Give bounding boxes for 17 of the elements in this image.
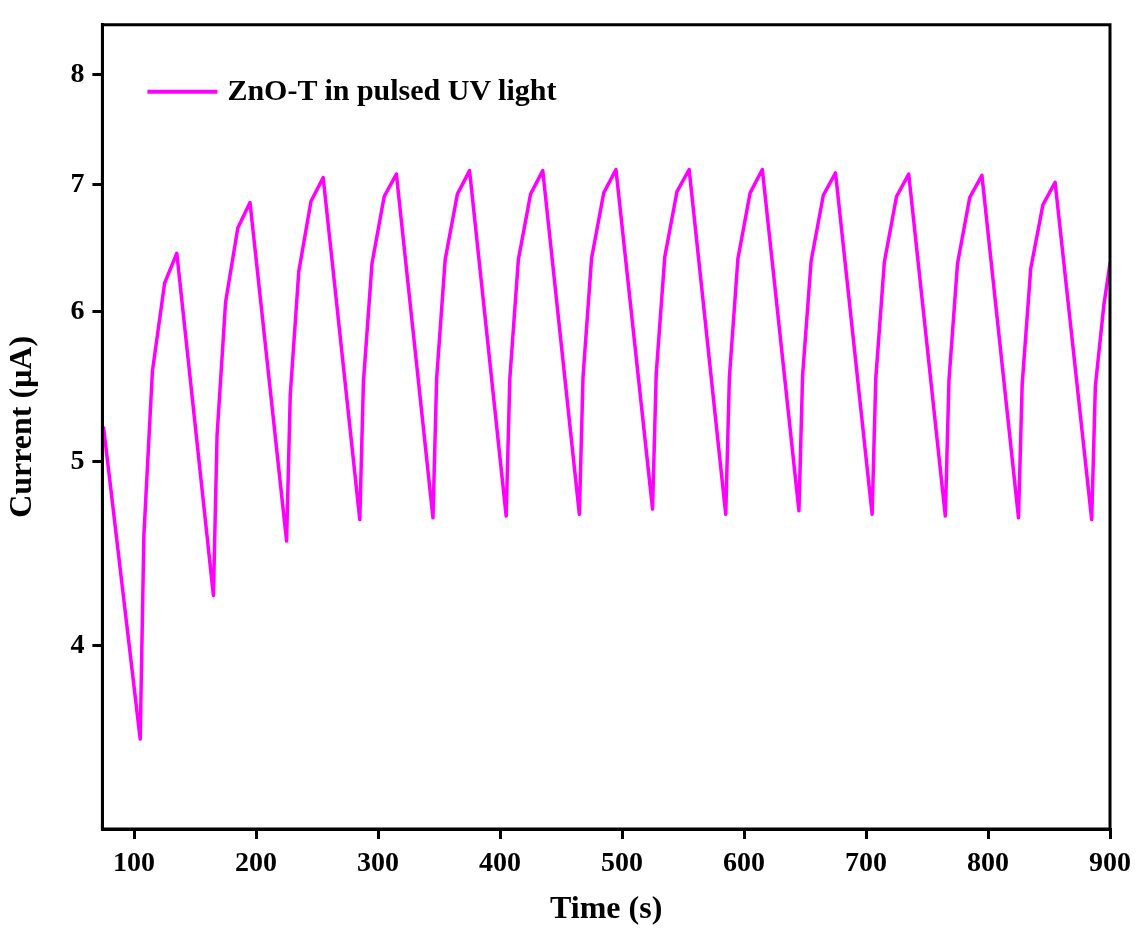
x-tick-label: 700 bbox=[845, 846, 888, 878]
x-tick-label: 900 bbox=[1089, 846, 1131, 878]
x-tick-label: 800 bbox=[967, 846, 1010, 878]
legend-label: ZnO-T in pulsed UV light bbox=[227, 72, 557, 106]
y-tick-label: 4 bbox=[70, 627, 85, 659]
x-tick-label: 300 bbox=[357, 846, 400, 878]
x-tick-label: 400 bbox=[479, 846, 522, 878]
y-tick-label: 8 bbox=[70, 56, 85, 88]
x-tick-label: 200 bbox=[235, 846, 278, 878]
y-tick-label: 7 bbox=[70, 166, 85, 198]
x-axis-title: Time (s) bbox=[550, 889, 663, 926]
y-axis-title: Current (μA) bbox=[2, 335, 39, 518]
y-tick-label: 5 bbox=[70, 443, 85, 475]
x-tick-label: 100 bbox=[113, 846, 156, 878]
y-tick-label: 6 bbox=[70, 293, 85, 325]
x-tick-label: 600 bbox=[723, 846, 766, 878]
x-tick-label: 500 bbox=[601, 846, 644, 878]
